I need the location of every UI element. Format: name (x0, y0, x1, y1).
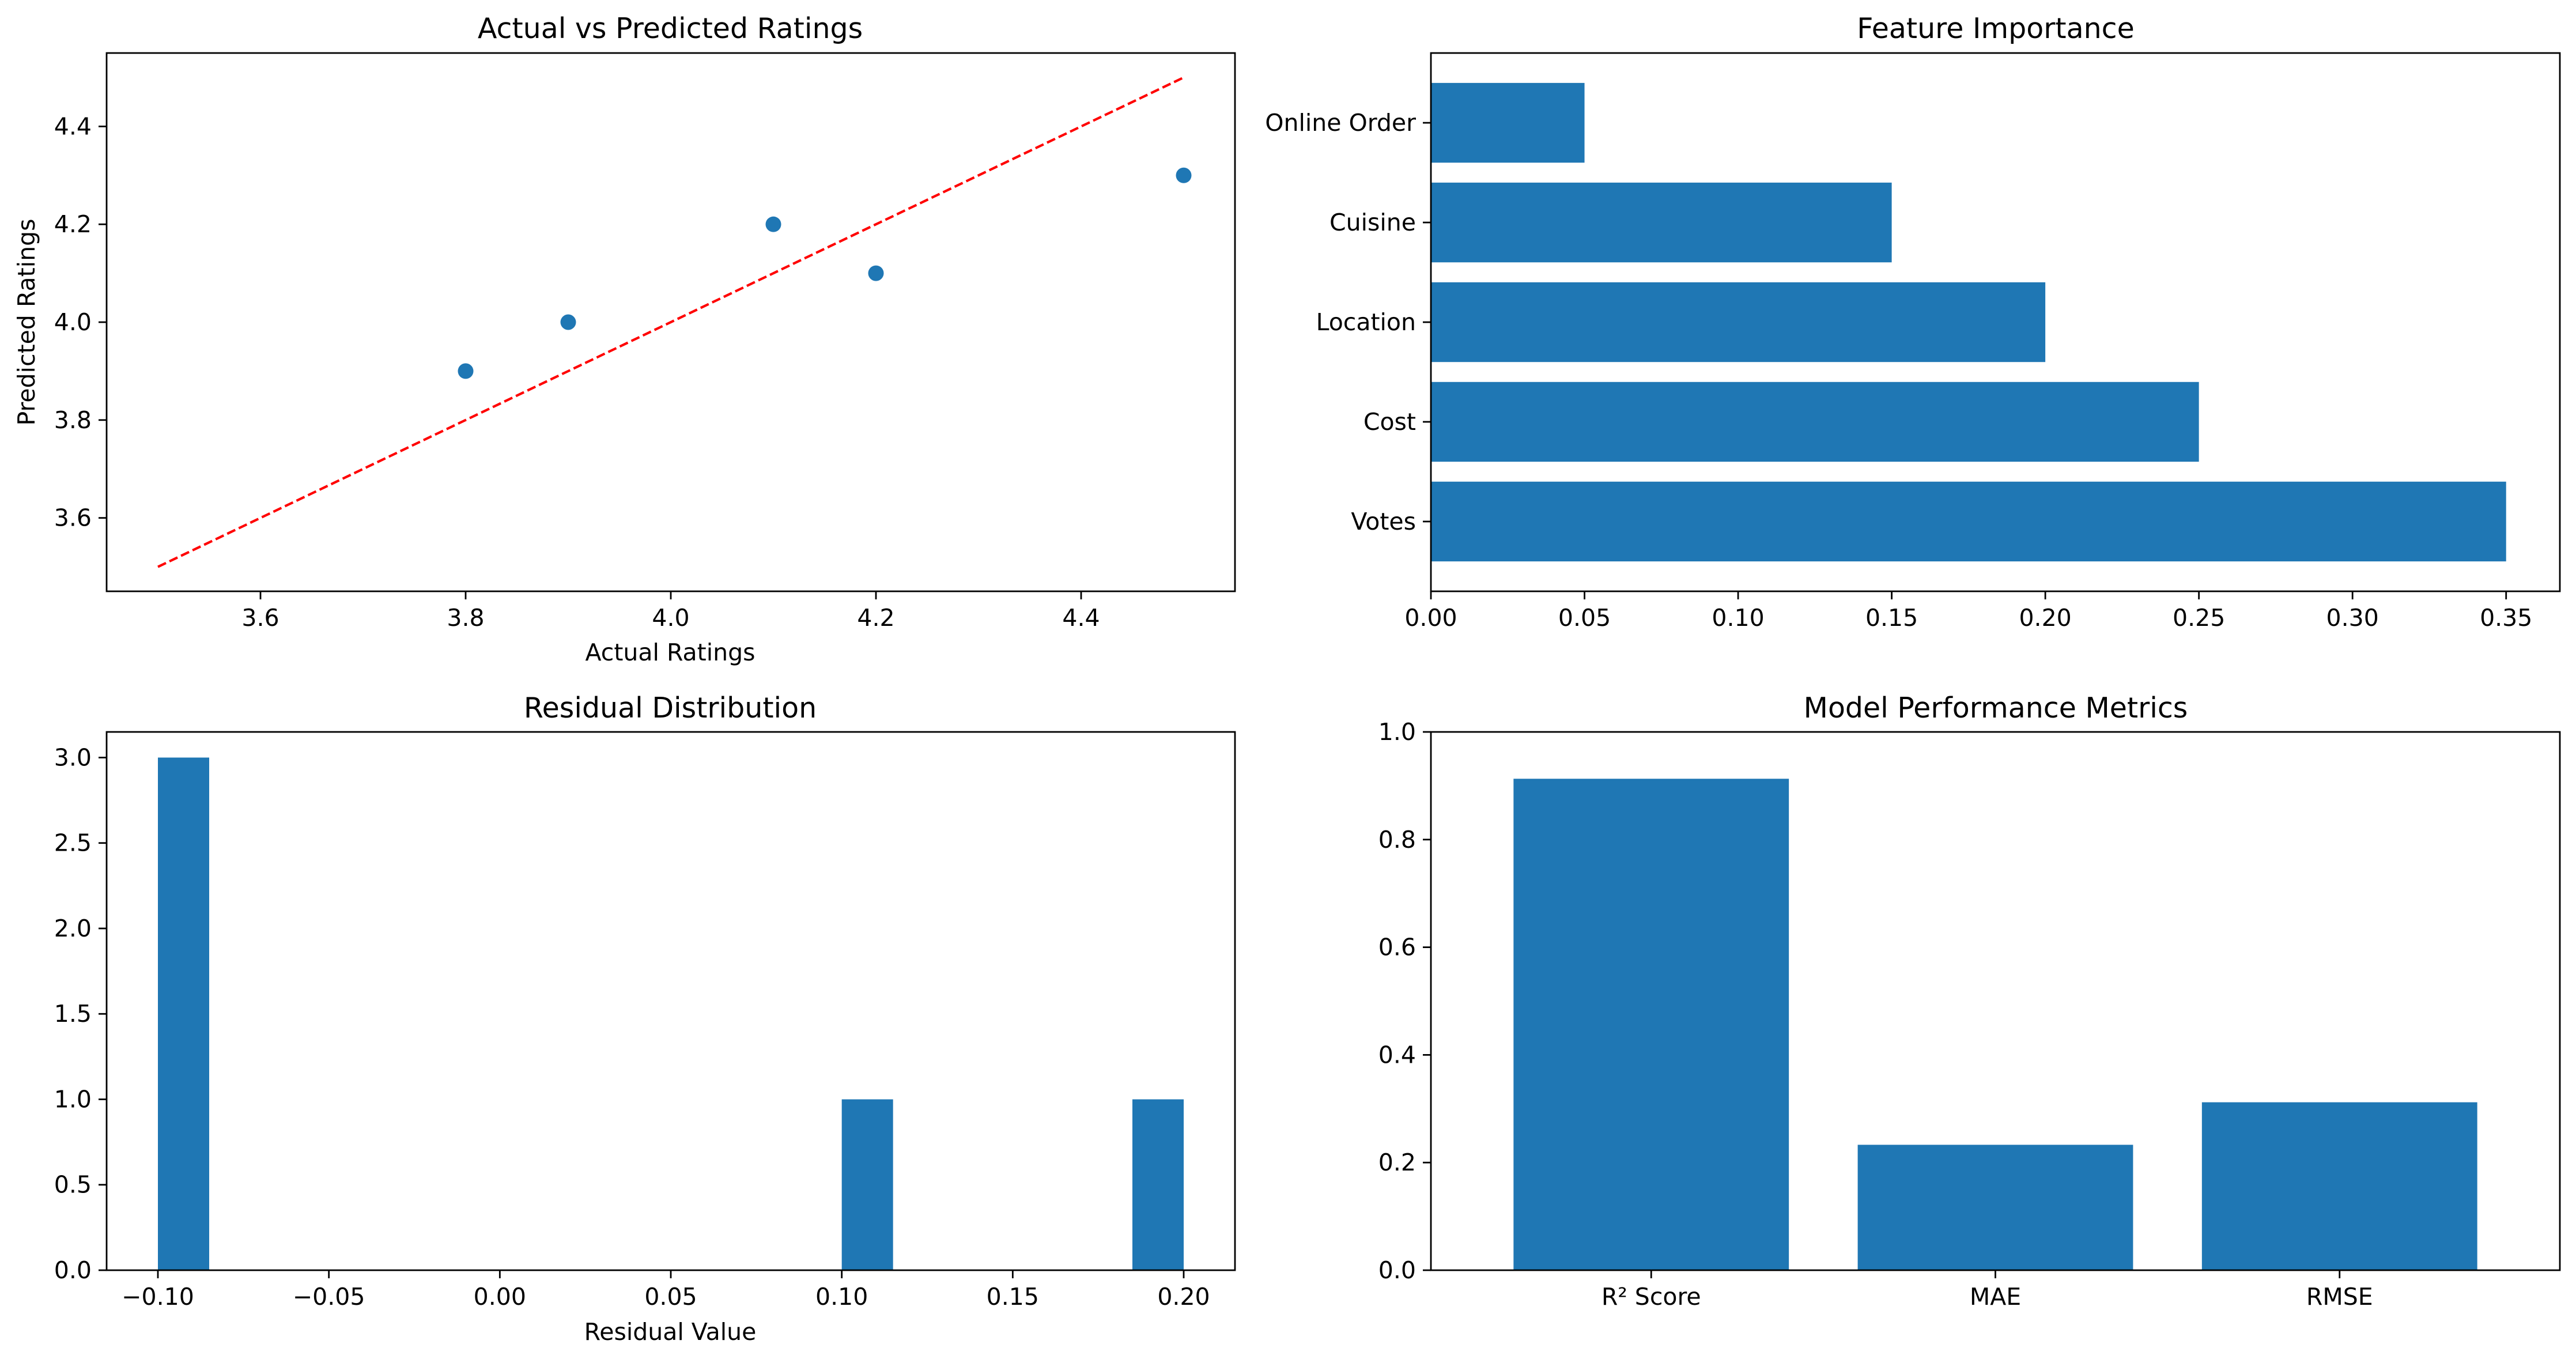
residuals-bar (1132, 1099, 1184, 1270)
importance-y-axis: Votes Cost Location Cuisine Online Order (1265, 109, 1431, 535)
residuals-x-axis-label: Residual Value (584, 1318, 757, 1346)
metrics-category-label: RMSE (2306, 1283, 2373, 1311)
scatter-x-tick-label: 4.0 (652, 604, 689, 632)
residuals-y-tick-label: 0.5 (54, 1171, 92, 1199)
residuals-x-tick-label: −0.05 (293, 1283, 365, 1311)
metrics-y-tick-label: 0.6 (1378, 934, 1416, 961)
importance-x-tick-label: 0.15 (1865, 604, 1918, 632)
residuals-x-tick-label: 0.20 (1157, 1283, 1210, 1311)
scatter-point (560, 314, 576, 330)
metrics-bar (2201, 1102, 2477, 1270)
residuals-y-tick-label: 3.0 (54, 743, 92, 771)
importance-category-label: Cuisine (1329, 209, 1416, 236)
importance-panel: Feature Importance 0.00 0.05 0.10 0.15 0.20 0… (1265, 12, 2561, 632)
importance-bar (1431, 282, 2046, 363)
residuals-x-tick-label: 0.15 (987, 1283, 1039, 1311)
importance-bar (1431, 481, 2506, 562)
scatter-plot-area (157, 76, 1192, 568)
scatter-y-tick-label: 3.8 (54, 406, 92, 434)
scatter-y-tick-label: 4.0 (54, 308, 92, 336)
importance-x-axis: 0.00 0.05 0.10 0.15 0.20 0.25 0.30 0.35 (1404, 591, 2532, 632)
scatter-y-axis: 3.6 3.8 4.0 4.2 4.4 (54, 112, 107, 532)
metrics-panel: Model Performance Metrics R² Score MAE RMS… (1378, 692, 2561, 1311)
scatter-x-tick-label: 4.4 (1062, 604, 1100, 632)
importance-category-label: Votes (1351, 508, 1416, 535)
residuals-y-axis: 0.0 0.5 1.0 1.5 2.0 2.5 3.0 (54, 743, 107, 1284)
scatter-x-axis-label: Actual Ratings (585, 639, 755, 666)
importance-bar (1431, 382, 2199, 462)
scatter-title: Actual vs Predicted Ratings (478, 12, 863, 45)
scatter-x-axis: 3.6 3.8 4.0 4.2 4.4 (241, 591, 1100, 632)
residuals-bar (158, 757, 209, 1270)
metrics-y-tick-label: 0.8 (1378, 826, 1416, 854)
scatter-reference-line (157, 76, 1184, 568)
residuals-plot-area (158, 757, 1184, 1270)
importance-category-label: Online Order (1265, 109, 1416, 137)
scatter-x-tick-label: 3.8 (447, 604, 484, 632)
importance-title: Feature Importance (1857, 12, 2135, 45)
residuals-x-tick-label: −0.10 (122, 1283, 194, 1311)
importance-bar (1431, 182, 1892, 263)
importance-x-tick-label: 0.10 (1712, 604, 1764, 632)
importance-category-label: Cost (1363, 408, 1416, 436)
metrics-category-label: MAE (1970, 1283, 2021, 1311)
residuals-x-tick-label: 0.05 (644, 1283, 697, 1311)
scatter-point (765, 216, 781, 232)
scatter-point (458, 363, 474, 379)
importance-category-label: Location (1316, 308, 1416, 336)
metrics-plot-area (1513, 779, 2477, 1270)
scatter-y-tick-label: 4.2 (54, 210, 92, 238)
importance-x-tick-label: 0.05 (1558, 604, 1611, 632)
metrics-y-tick-label: 0.0 (1378, 1256, 1416, 1284)
residuals-bar (841, 1099, 893, 1270)
residuals-x-axis: −0.10 −0.05 0.00 0.05 0.10 0.15 0.20 (122, 1270, 1210, 1311)
residuals-x-tick-label: 0.00 (474, 1283, 526, 1311)
metrics-title: Model Performance Metrics (1804, 692, 2188, 724)
metrics-y-tick-label: 0.2 (1378, 1149, 1416, 1176)
residuals-title: Residual Distribution (524, 692, 817, 724)
metrics-x-axis: R² Score MAE RMSE (1601, 1270, 2373, 1311)
importance-x-tick-label: 0.00 (1404, 604, 1457, 632)
residuals-y-tick-label: 2.0 (54, 915, 92, 942)
residuals-y-tick-label: 1.5 (54, 1000, 92, 1028)
importance-plot-area (1431, 82, 2506, 562)
residuals-y-tick-label: 2.5 (54, 829, 92, 857)
importance-x-tick-label: 0.30 (2326, 604, 2379, 632)
scatter-point (1176, 167, 1192, 183)
importance-x-tick-label: 0.35 (2480, 604, 2532, 632)
metrics-category-label: R² Score (1601, 1283, 1701, 1311)
metrics-y-axis: 0.0 0.2 0.4 0.6 0.8 1.0 (1378, 718, 1431, 1284)
scatter-y-tick-label: 4.4 (54, 112, 92, 140)
importance-x-tick-label: 0.25 (2173, 604, 2225, 632)
importance-bar (1431, 82, 1585, 163)
scatter-x-tick-label: 3.6 (241, 604, 279, 632)
residuals-panel: Residual Distribution Residual Value −0.… (54, 692, 1236, 1346)
metrics-bar (1513, 779, 1789, 1270)
metrics-y-tick-label: 1.0 (1378, 718, 1416, 746)
scatter-point (868, 265, 884, 281)
scatter-x-tick-label: 4.2 (857, 604, 894, 632)
scatter-y-axis-label: Predicted Ratings (13, 218, 40, 425)
residuals-y-tick-label: 1.0 (54, 1085, 92, 1113)
metrics-y-tick-label: 0.4 (1378, 1041, 1416, 1068)
residuals-y-tick-label: 0.0 (54, 1256, 92, 1284)
residuals-x-tick-label: 0.10 (815, 1283, 868, 1311)
scatter-panel: Actual vs Predicted Ratings Actual Ratin… (13, 12, 1236, 666)
metrics-bar (1857, 1145, 2133, 1270)
importance-x-tick-label: 0.20 (2019, 604, 2071, 632)
scatter-y-tick-label: 3.6 (54, 504, 92, 532)
